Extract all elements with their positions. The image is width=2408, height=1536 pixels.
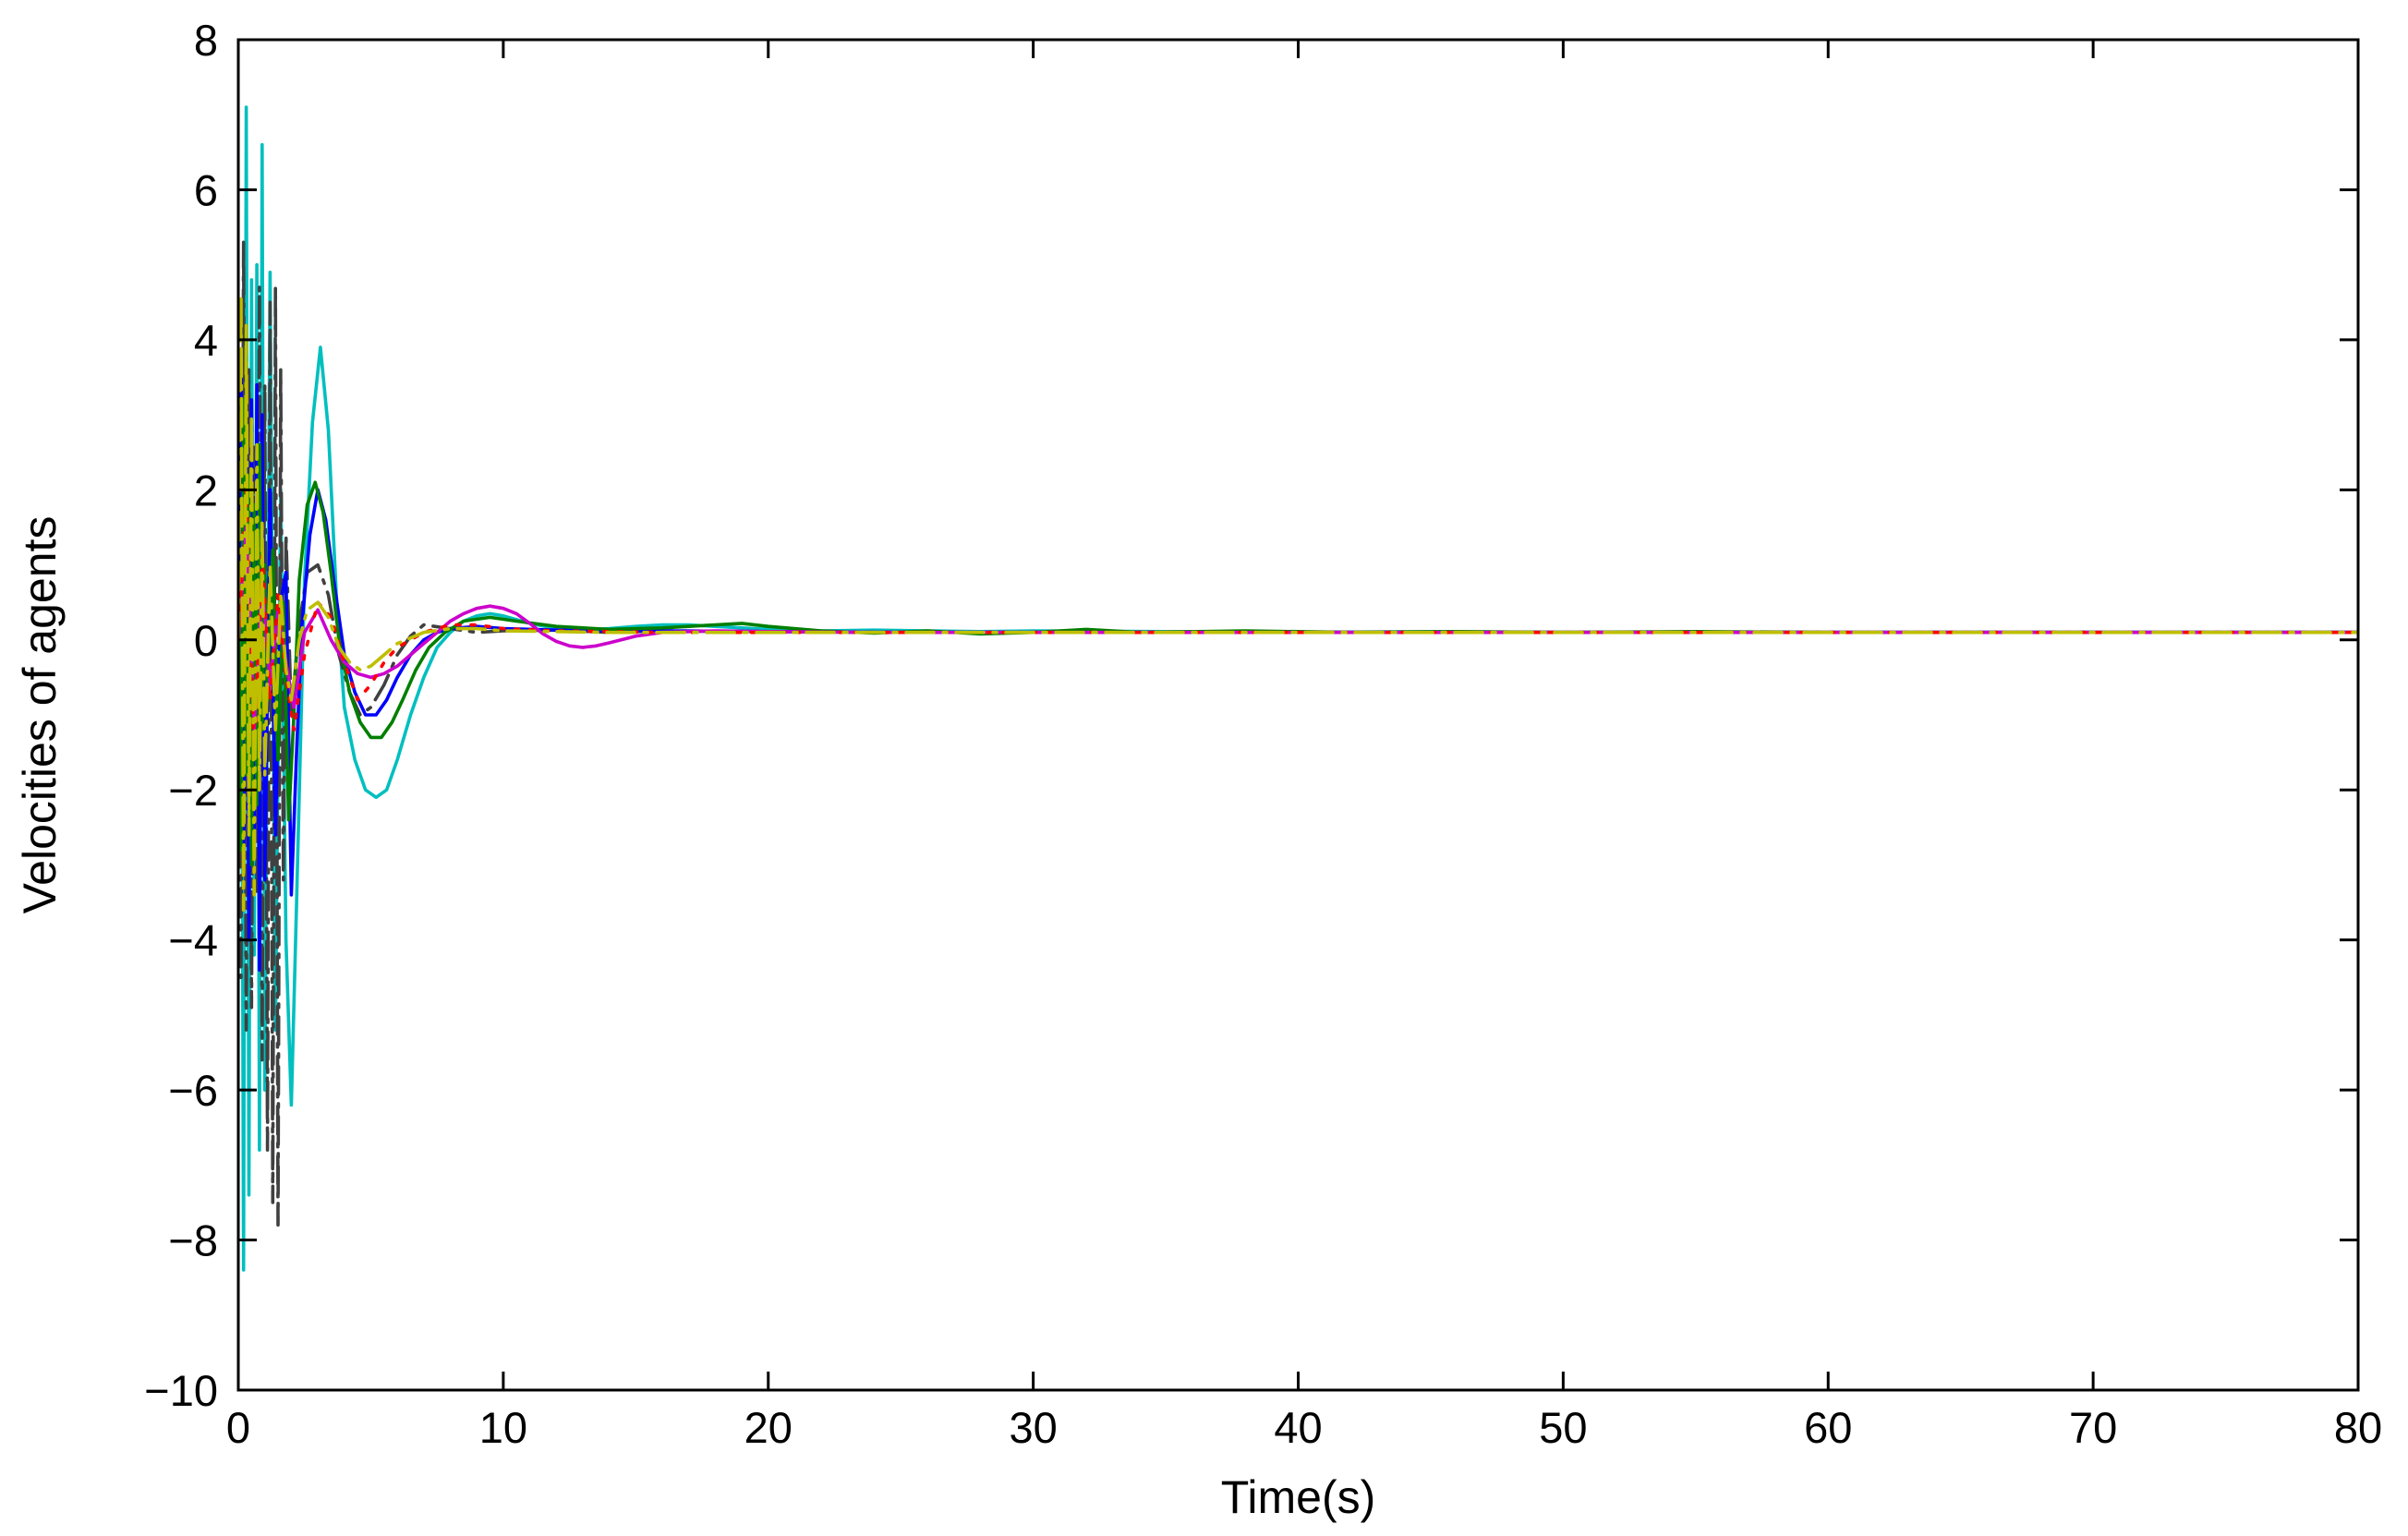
y-tick-label: 8 bbox=[194, 16, 218, 65]
y-tick-label: 4 bbox=[194, 316, 218, 365]
x-tick-label: 70 bbox=[2069, 1403, 2117, 1452]
x-tick-label: 10 bbox=[479, 1403, 527, 1452]
y-tick-label: −4 bbox=[168, 916, 218, 965]
x-tick-label: 80 bbox=[2334, 1403, 2382, 1452]
y-axis-label: Velocities of agents bbox=[14, 516, 66, 914]
x-tick-label: 20 bbox=[744, 1403, 793, 1452]
x-axis-label: Time(s) bbox=[1221, 1471, 1376, 1523]
y-tick-label: −8 bbox=[168, 1216, 218, 1265]
x-tick-label: 0 bbox=[226, 1403, 250, 1452]
y-tick-label: −2 bbox=[168, 766, 218, 815]
y-tick-label: 2 bbox=[194, 466, 218, 514]
tick-layer: 0 10 20 30 40 50 60 70 80 −10 −8 −6 −4 −2 0 2 4 6 8 bbox=[144, 16, 2382, 1452]
y-tick-label: 0 bbox=[194, 616, 218, 665]
y-tick-label: 6 bbox=[194, 165, 218, 214]
series-line-7 bbox=[238, 293, 2358, 913]
x-tick-label: 50 bbox=[1539, 1403, 1587, 1452]
label-layer: Time(s) Velocities of agents bbox=[14, 516, 1375, 1523]
x-tick-label: 40 bbox=[1274, 1403, 1322, 1452]
y-tick-label: −6 bbox=[168, 1066, 218, 1115]
y-tick-label: −10 bbox=[144, 1366, 218, 1415]
x-tick-label: 60 bbox=[1804, 1403, 1852, 1452]
x-tick-label: 30 bbox=[1009, 1403, 1057, 1452]
series-layer bbox=[238, 105, 2358, 1272]
